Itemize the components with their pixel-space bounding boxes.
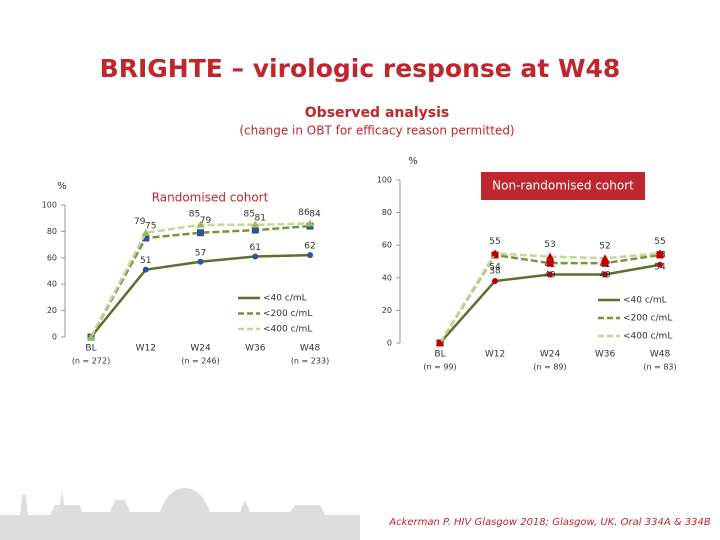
n-label: (n = 246) — [181, 357, 219, 366]
data-label: 84 — [309, 210, 321, 220]
slide-title: BRIGHTE – virologic response at W48 — [100, 54, 621, 83]
marker — [657, 261, 663, 268]
x-tick-label: BL — [85, 344, 96, 354]
data-label: 57 — [195, 248, 206, 258]
data-label: 79 — [200, 216, 212, 226]
data-label: 53 — [544, 240, 555, 250]
data-label: 75 — [145, 222, 156, 232]
x-tick-label: W48 — [650, 350, 671, 360]
data-label: 85 — [244, 209, 255, 219]
data-label: 55 — [489, 237, 500, 247]
skyline — [0, 488, 360, 540]
marker — [142, 234, 150, 242]
x-tick-label: W36 — [595, 350, 616, 360]
x-tick-label: W24 — [540, 350, 561, 360]
n-label: (n = 233) — [291, 357, 329, 366]
x-tick-label: W36 — [245, 344, 266, 354]
x-tick-label: W48 — [300, 344, 321, 354]
marker — [197, 258, 204, 265]
x-tick-label: BL — [434, 350, 445, 360]
title-box — [481, 172, 645, 200]
marker — [141, 228, 150, 236]
data-label: 79 — [134, 217, 146, 227]
marker — [251, 220, 260, 228]
marker — [196, 220, 205, 228]
y-axis-label: % — [57, 181, 67, 192]
n-label: (n = 99) — [423, 363, 456, 372]
y-tick-label: 60 — [47, 253, 57, 262]
marker — [601, 259, 609, 267]
marker — [142, 266, 149, 273]
y-tick-label: 80 — [382, 208, 392, 217]
data-label: 61 — [250, 243, 261, 253]
data-label: 81 — [255, 214, 266, 224]
note: (change in OBT for efficacy reason permi… — [239, 124, 514, 138]
data-label: 52 — [599, 242, 610, 252]
data-label: 38 — [489, 267, 501, 277]
marker — [656, 249, 664, 257]
y-tick-label: 40 — [382, 273, 392, 282]
subtitle: Observed analysis — [305, 105, 449, 121]
y-tick-label: 20 — [382, 306, 392, 315]
marker — [492, 278, 498, 285]
data-label: 49 — [599, 271, 611, 281]
citation: Ackerman P. HIV Glasgow 2018; Glasgow, U… — [388, 517, 711, 528]
marker — [87, 333, 95, 340]
marker — [602, 271, 608, 278]
x-tick-label: W12 — [485, 350, 505, 360]
legend-label: <40 c/mL — [623, 296, 667, 306]
marker — [252, 253, 259, 260]
y-tick-label: 0 — [387, 339, 392, 348]
n-label: (n = 89) — [533, 363, 566, 372]
marker — [491, 249, 499, 257]
data-label: 51 — [140, 256, 151, 266]
x-tick-label: W12 — [136, 344, 156, 354]
x-tick-label: W24 — [190, 344, 211, 354]
legend-label: <400 c/mL — [623, 332, 672, 342]
marker — [436, 339, 444, 346]
data-label: 54 — [654, 262, 666, 272]
legend-label: <200 c/mL — [623, 314, 672, 324]
y-tick-label: 20 — [47, 306, 57, 315]
series-line — [89, 224, 311, 338]
marker — [547, 271, 553, 278]
y-tick-label: 100 — [42, 201, 57, 210]
marker — [197, 229, 204, 237]
marker — [251, 226, 259, 234]
y-tick-label: 60 — [382, 241, 392, 250]
marker — [306, 219, 314, 227]
data-label: 85 — [189, 209, 200, 219]
data-label: 49 — [544, 271, 556, 281]
chart-title: Non-randomised cohort — [492, 179, 634, 193]
marker — [601, 254, 609, 262]
y-axis-label: % — [408, 156, 418, 167]
data-label: 62 — [304, 242, 315, 252]
marker — [307, 252, 313, 259]
chart-title: Randomised cohort — [152, 191, 269, 205]
marker — [546, 252, 554, 260]
series-line — [438, 253, 661, 344]
y-tick-label: 80 — [47, 227, 57, 236]
legend-label: <200 c/mL — [263, 309, 312, 319]
y-tick-label: 100 — [377, 176, 392, 185]
y-tick-label: 0 — [52, 333, 57, 342]
data-label: 86 — [298, 208, 310, 218]
data-label: 55 — [654, 237, 665, 247]
y-tick-label: 40 — [47, 280, 57, 289]
series-line — [89, 222, 311, 338]
n-label: (n = 272) — [72, 357, 110, 366]
legend-label: <40 c/mL — [263, 294, 307, 304]
n-label: (n = 83) — [643, 363, 676, 372]
data-label: 54 — [489, 262, 501, 272]
legend-label: <400 c/mL — [263, 325, 312, 335]
marker — [546, 259, 554, 267]
